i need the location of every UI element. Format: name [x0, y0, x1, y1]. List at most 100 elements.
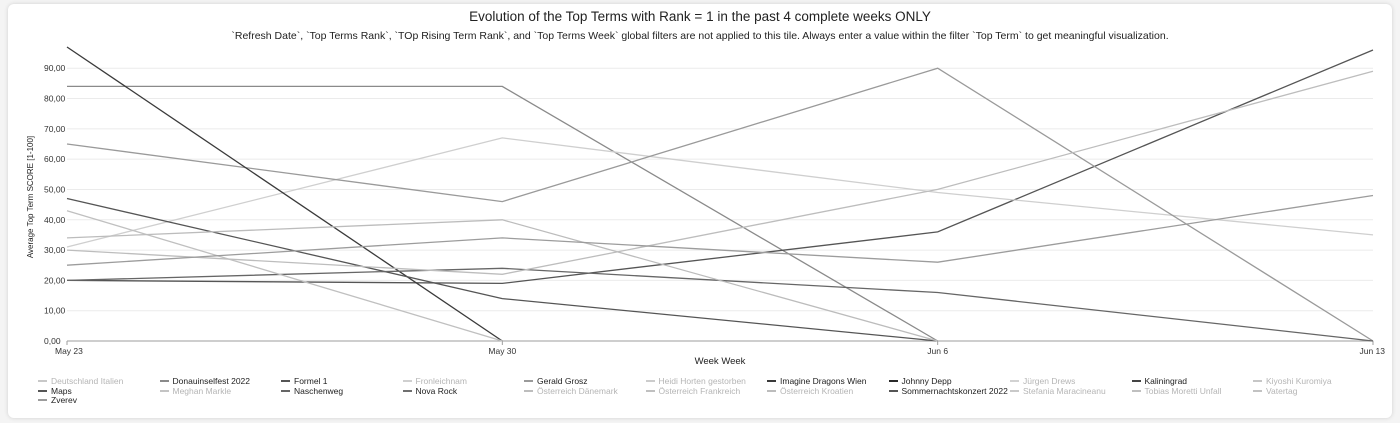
legend-label: Kaliningrad [1144, 376, 1188, 386]
x-tick-label: May 23 [55, 346, 83, 356]
legend-swatch [524, 380, 533, 382]
series-lines [66, 46, 1374, 342]
legend-swatch [1253, 380, 1262, 382]
legend-label: Jürgen Drews [1023, 376, 1076, 386]
legend: Deutschland Italien Donauinselfest 2022 Fo… [38, 376, 1378, 416]
legend-label: Gerald Grosz [537, 376, 588, 386]
legend-swatch [281, 380, 290, 382]
legend-item[interactable]: Zverev [38, 395, 77, 405]
legend-label: Österreich Dänemark [537, 385, 618, 396]
legend-swatch [38, 399, 47, 401]
legend-swatch [402, 380, 412, 382]
series-line-22 [66, 194, 1374, 266]
series-line-13 [66, 267, 1374, 342]
legend-item[interactable]: Donauinselfest 2022 [159, 376, 251, 386]
legend-swatch [524, 389, 533, 392]
legend-item[interactable]: Formel 1 [281, 376, 328, 386]
legend-label: Maps [51, 385, 72, 396]
y-tick-label: 40,00 [44, 215, 66, 225]
series-line-3 [66, 137, 1374, 248]
series-line-4 [66, 67, 1374, 342]
legend-label: Deutschland Italien [51, 376, 124, 386]
y-tick-label: 70,00 [44, 124, 66, 134]
legend-swatch [38, 380, 47, 382]
legend-swatch [281, 389, 290, 392]
y-tick-label: 90,00 [44, 63, 66, 73]
legend-swatch [1253, 389, 1262, 392]
legend-label: Donauinselfest 2022 [172, 376, 251, 386]
legend-swatch [767, 380, 776, 382]
legend-label: Zverev [51, 395, 77, 405]
legend-label: Meghan Markle [172, 385, 232, 396]
x-tick-label: Jun 6 [927, 346, 948, 356]
y-tick-label: 80,00 [44, 94, 66, 104]
legend-label: Fronleichnam [415, 376, 468, 386]
legend-label: Österreich Frankreich [658, 385, 741, 396]
legend-item[interactable]: Naschenweg [281, 386, 343, 396]
legend-label: Imagine Dragons Wien [780, 376, 867, 386]
x-tick-label: Jun 13 [1359, 346, 1385, 356]
legend-swatch [159, 389, 169, 392]
legend-label: Heidi Horten gestorben [658, 376, 746, 386]
legend-item[interactable]: Österreich Kroatien [767, 386, 853, 396]
legend-swatch [159, 380, 169, 382]
y-tick-label: 30,00 [44, 245, 66, 255]
legend-swatch [888, 380, 898, 382]
legend-label: Formel 1 [294, 376, 328, 386]
legend-label: Naschenweg [294, 385, 344, 396]
legend-item[interactable]: Gerald Grosz [524, 376, 588, 386]
legend-label: Kiyoshi Kuromiya [1266, 376, 1332, 386]
y-axis-label: Average Top Term SCORE [1-100] [26, 136, 35, 258]
legend-swatch [1010, 389, 1019, 392]
series-line-17 [66, 219, 938, 342]
series-line-2 [66, 49, 1374, 285]
legend-item[interactable]: Jürgen Drews [1010, 376, 1075, 386]
chart-subtitle: `Refresh Date`, `Top Terms Rank`, `TOp R… [231, 30, 1169, 42]
y-tick-label: 50,00 [44, 184, 66, 194]
legend-item[interactable]: Fronleichnam [402, 376, 468, 386]
legend-item[interactable]: Vatertag [1253, 386, 1298, 396]
series-line-15 [66, 70, 1374, 275]
legend-label: Stefania Maracineanu [1023, 385, 1106, 396]
legend-label: Sommernachtskonzert 2022 [901, 385, 1008, 396]
legend-label: Österreich Kroatien [780, 385, 854, 396]
legend-item[interactable]: Österreich Dänemark [524, 386, 618, 396]
legend-item[interactable]: Imagine Dragons Wien [767, 376, 866, 386]
legend-item[interactable]: Sommernachtskonzert 2022 [888, 385, 1008, 396]
legend-item[interactable]: Kiyoshi Kuromiya [1253, 376, 1332, 386]
series-line-1 [67, 85, 939, 342]
legend-item[interactable]: Heidi Horten gestorben [645, 376, 746, 386]
legend-swatch [888, 389, 898, 392]
legend-item[interactable]: Maps [38, 386, 72, 396]
legend-item[interactable]: Meghan Markle [159, 385, 232, 396]
legend-label: Tobias Moretti Unfall [1144, 385, 1222, 396]
legend-swatch [1010, 380, 1019, 382]
legend-item[interactable]: Österreich Frankreich [645, 385, 741, 396]
y-tick-label: 60,00 [44, 154, 66, 164]
legend-swatch [1131, 380, 1141, 382]
legend-item[interactable]: Stefania Maracineanu [1010, 386, 1106, 396]
legend-swatch [1131, 389, 1141, 392]
legend-swatch [767, 389, 776, 392]
legend-swatch [645, 389, 655, 392]
legend-item[interactable]: Deutschland Italien [38, 376, 123, 386]
legend-swatch [38, 389, 47, 392]
series-line-16 [66, 210, 503, 342]
legend-swatch [645, 380, 655, 382]
axes: 0,00 10,00 20,00 30,00 40,00 50,00 60,00 70,00 8… [44, 63, 1385, 356]
legend-item[interactable]: Johnny Depp [888, 376, 952, 386]
legend-item[interactable]: Nova Rock [402, 385, 458, 396]
series-line-6 [66, 46, 503, 342]
gridlines [67, 67, 1373, 342]
chart-title: Evolution of the Top Terms with Rank = 1… [469, 9, 931, 24]
x-tick-label: May 30 [488, 346, 516, 356]
legend-item[interactable]: Tobias Moretti Unfall [1131, 385, 1222, 396]
legend-item[interactable]: Kaliningrad [1131, 376, 1188, 386]
y-tick-label: 10,00 [44, 306, 66, 316]
y-tick-label: 20,00 [44, 275, 66, 285]
legend-label: Vatertag [1266, 385, 1298, 396]
y-tick-label: 0,00 [44, 336, 61, 346]
legend-label: Nova Rock [415, 385, 458, 396]
x-axis-label: Week Week [695, 356, 746, 367]
